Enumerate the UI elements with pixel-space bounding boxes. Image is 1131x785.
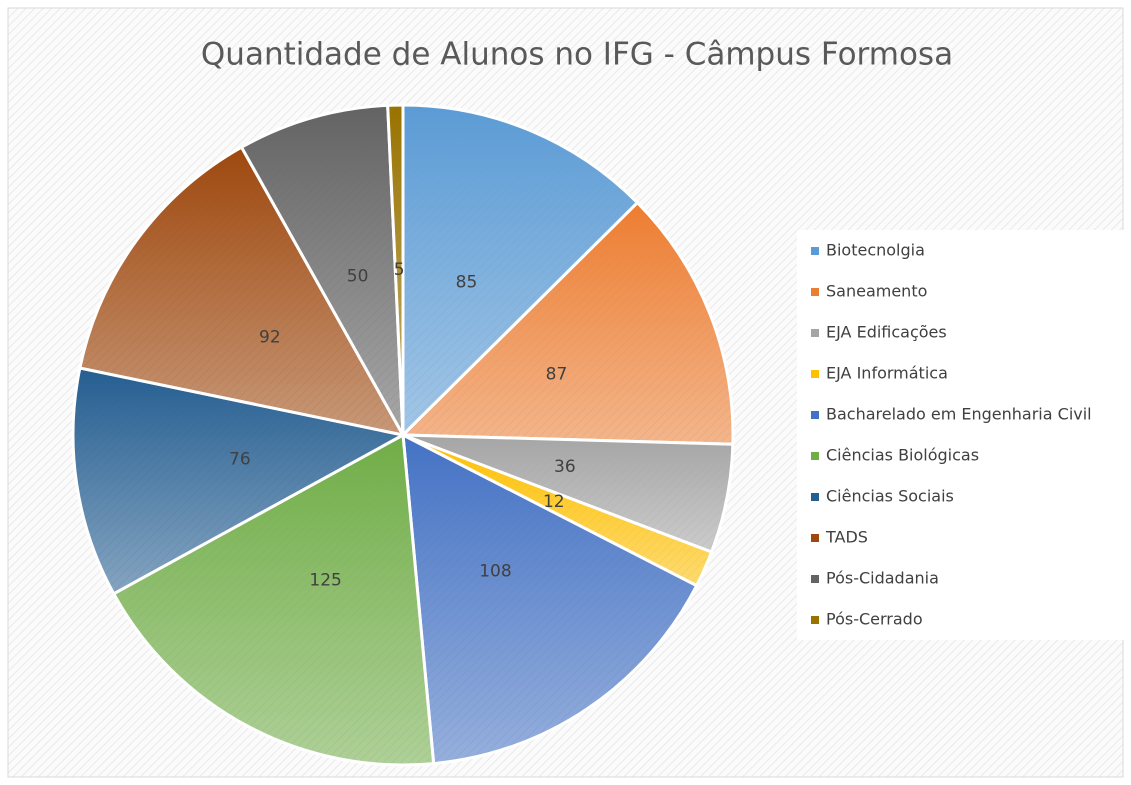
legend-label: Saneamento <box>826 282 927 301</box>
pie-slice <box>401 103 640 439</box>
legend-label: Bacharelado em Engenharia Civil <box>826 405 1092 424</box>
legend-label: Pós-Cerrado <box>826 610 923 629</box>
legend-label: Biotecnolgia <box>826 241 925 260</box>
pie-slice <box>399 200 735 446</box>
data-label: 5 <box>394 260 405 280</box>
legend-label: Ciências Biológicas <box>826 446 979 465</box>
legend-box <box>797 230 1130 640</box>
legend-marker <box>811 452 819 460</box>
legend-marker <box>811 534 819 542</box>
pie-slice <box>401 432 699 766</box>
legend-label: EJA Edificações <box>826 323 947 342</box>
pie-slice <box>386 103 405 436</box>
pie-slice <box>78 145 406 438</box>
legend-marker <box>811 370 819 378</box>
legend-marker <box>811 575 819 583</box>
legend-marker <box>811 329 819 337</box>
legend-marker <box>811 288 819 296</box>
data-label: 12 <box>543 492 565 512</box>
data-label: 108 <box>479 562 511 582</box>
data-label: 50 <box>347 266 369 286</box>
data-label: 36 <box>554 457 576 477</box>
legend-label: Pós-Cidadania <box>826 569 939 588</box>
legend-marker <box>811 493 819 501</box>
legend-label: TADS <box>825 528 868 547</box>
pie-slice <box>239 103 405 436</box>
data-label: 76 <box>229 449 251 469</box>
legend-label: EJA Informática <box>826 364 948 383</box>
legend-marker <box>811 616 819 624</box>
legend-marker <box>811 247 819 255</box>
data-label: 92 <box>259 328 281 348</box>
legend-label: Ciências Sociais <box>826 487 954 506</box>
data-label: 85 <box>456 273 478 293</box>
pie-slice <box>71 366 408 596</box>
data-label: 125 <box>309 571 341 591</box>
data-label: 87 <box>546 364 568 384</box>
legend-marker <box>811 411 819 419</box>
pie-slice <box>111 432 436 767</box>
chart-title: Quantidade de Alunos no IFG - Câmpus For… <box>201 37 953 73</box>
